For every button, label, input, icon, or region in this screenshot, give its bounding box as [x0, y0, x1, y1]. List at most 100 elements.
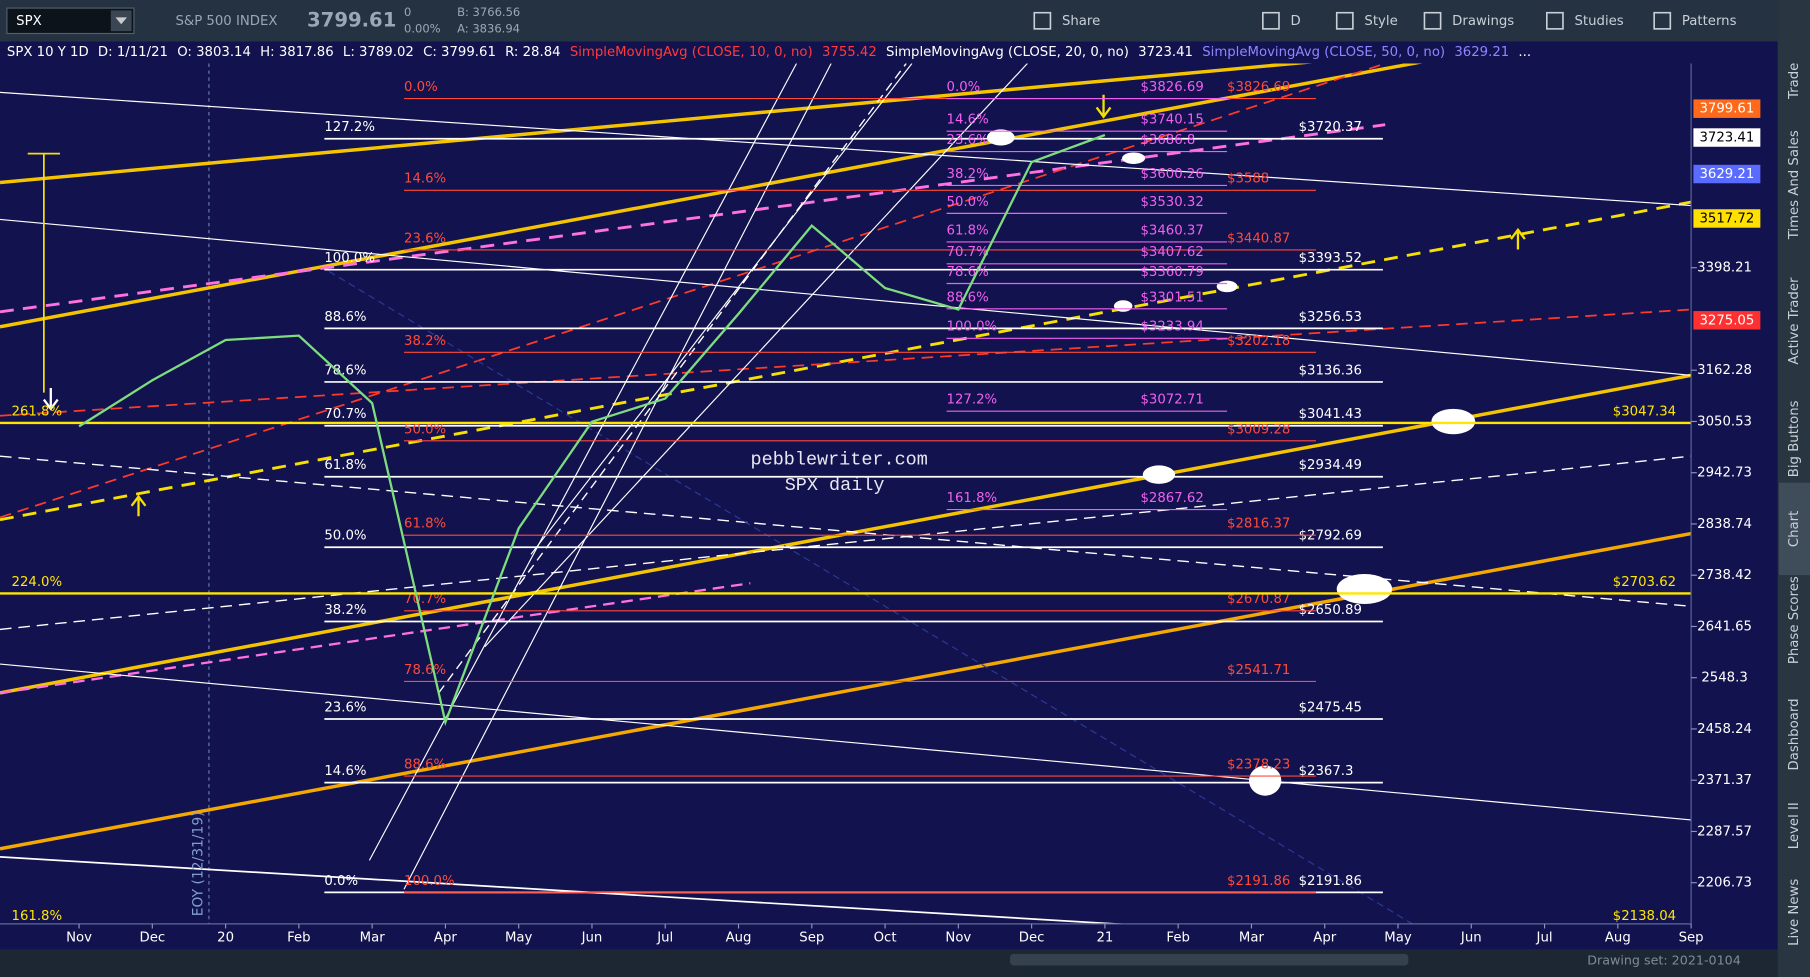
- fib-price: $2867.62: [1140, 491, 1203, 506]
- fib-pct: 224.0%: [12, 575, 63, 590]
- fib-pct: 78.6%: [947, 265, 989, 280]
- fib-price: $3826.69: [1227, 80, 1290, 95]
- plot: 127.2% $3720.37 100.0% $3393.52 88.6% $3256.5…: [0, 63, 1692, 924]
- trend-line: [0, 308, 1692, 417]
- x-tick-label: Nov: [66, 931, 92, 946]
- x-tick-label: 21: [1096, 931, 1113, 946]
- study-legend: 3629.21: [1454, 45, 1509, 60]
- fib-pct: 23.6%: [404, 231, 446, 246]
- trend-line: [0, 455, 1692, 631]
- arrow: [1095, 94, 1112, 119]
- fib-price: $2670.87: [1227, 592, 1290, 607]
- scrollbar[interactable]: [0, 949, 1778, 977]
- fib-price: $2816.37: [1227, 517, 1290, 532]
- fib-price: $3530.32: [1140, 195, 1203, 210]
- sidebar-tab[interactable]: Trade: [1787, 63, 1802, 100]
- fib-price: $2703.62: [1613, 575, 1676, 590]
- price-marker: [1693, 99, 1761, 118]
- sidebar-tab[interactable]: Active Trader: [1787, 277, 1802, 365]
- y-tick-label: 2287.57: [1697, 824, 1752, 839]
- fib-pct: 161.8%: [12, 909, 63, 924]
- study-legend: R: 28.84: [505, 45, 560, 60]
- fib-pct: 23.6%: [947, 133, 989, 148]
- change-pct: 0.00%: [404, 21, 441, 35]
- active-tab: [1778, 482, 1810, 576]
- sidebar-tab[interactable]: Chart: [1787, 511, 1802, 547]
- button-icon: [1033, 11, 1052, 30]
- sidebar-tab[interactable]: Times And Sales: [1787, 130, 1802, 240]
- fib-pct: 70.7%: [404, 592, 446, 607]
- price-line: [78, 133, 1106, 727]
- x-tick-label: Mar: [360, 931, 386, 946]
- y-tick-label: 2641.65: [1697, 619, 1752, 634]
- study-legend: SimpleMovingAvg (CLOSE, 10, 0, no): [570, 45, 813, 60]
- fib-price: $3202.18: [1227, 334, 1290, 349]
- toolbar: [0, 0, 1810, 42]
- trend-line: [0, 63, 1423, 329]
- fib-price: $2650.89: [1299, 603, 1362, 618]
- x-tick-label: Jul: [656, 931, 673, 946]
- fib-price: $2475.45: [1299, 700, 1362, 715]
- y-tick-label: 2838.74: [1697, 517, 1752, 532]
- fib-price: $3460.37: [1140, 223, 1203, 238]
- button-icon: [1653, 11, 1672, 30]
- symbol: SPX: [16, 14, 42, 29]
- toolbar-button-label[interactable]: Drawings: [1452, 14, 1514, 29]
- fib-pct: 61.8%: [947, 223, 989, 238]
- x-tick-label: Oct: [874, 931, 897, 946]
- marker: [1431, 408, 1476, 435]
- ask: A: 3836.94: [457, 21, 520, 35]
- fib-pct: 127.2%: [324, 120, 375, 135]
- x-tick-label: Nov: [945, 931, 971, 946]
- drawing-set: Drawing set: 2021-0104: [1587, 952, 1741, 967]
- arrow: [1510, 227, 1526, 250]
- sidebar-tab[interactable]: Phase Scores: [1787, 576, 1802, 664]
- sidebar-tab[interactable]: Big Buttons: [1787, 400, 1802, 477]
- trend-line: [328, 270, 1414, 924]
- x-tick-label: Apr: [1313, 931, 1336, 946]
- arrow: [42, 388, 59, 411]
- study-legend: SPX 10 Y 1D: [7, 45, 89, 60]
- y-tick-label: 2371.37: [1697, 773, 1752, 788]
- fib-pct: 161.8%: [947, 491, 998, 506]
- trend-line: [0, 856, 1130, 924]
- price-marker: [1693, 164, 1761, 184]
- fib-price: $3393.52: [1299, 251, 1362, 266]
- trend-line: [0, 123, 1386, 314]
- marker: [1142, 465, 1176, 484]
- bid: B: 3766.56: [457, 5, 520, 19]
- toolbar-button-label[interactable]: Studies: [1575, 14, 1624, 29]
- toolbar-button-label[interactable]: Style: [1364, 14, 1397, 29]
- fib-price: $2541.71: [1227, 663, 1290, 678]
- x-tick-label: May: [1384, 931, 1412, 946]
- fib-pct: 38.2%: [404, 334, 446, 349]
- fib-price: $3588: [1227, 172, 1269, 187]
- sidebar-tab[interactable]: Dashboard: [1787, 698, 1802, 770]
- fib-price: $3440.87: [1227, 231, 1290, 246]
- trend-line: [0, 663, 1692, 821]
- fib-pct: 50.0%: [947, 195, 989, 210]
- scroll-thumb[interactable]: [1010, 953, 1409, 966]
- price-axis: [1691, 41, 1778, 950]
- toolbar-button-label[interactable]: Patterns: [1682, 14, 1737, 29]
- trend-line: [0, 200, 1692, 522]
- x-tick-label: Apr: [434, 931, 457, 946]
- trend-line: [0, 63, 1386, 519]
- sidebar-tab[interactable]: Live News: [1787, 879, 1802, 946]
- fib-price: $3600.26: [1140, 167, 1203, 182]
- price-marker-label: 3723.41: [1699, 131, 1754, 146]
- study-legend: 3723.41: [1138, 45, 1193, 60]
- fib-pct: 14.6%: [404, 172, 446, 187]
- y-tick-label: 2206.73: [1697, 876, 1752, 891]
- x-tick-label: Aug: [726, 931, 752, 946]
- toolbar-button-label[interactable]: Share: [1062, 14, 1100, 29]
- fib-price: $3009.28: [1227, 422, 1290, 437]
- description: S&P 500 INDEX: [175, 14, 277, 29]
- trend-line: [0, 63, 1313, 185]
- button-icon: [1262, 11, 1280, 30]
- trend-line: [0, 455, 1692, 607]
- toolbar-button-label[interactable]: D: [1291, 14, 1301, 29]
- sidebar-tab[interactable]: Level II: [1787, 802, 1802, 849]
- price-marker-label: 3275.05: [1699, 313, 1754, 328]
